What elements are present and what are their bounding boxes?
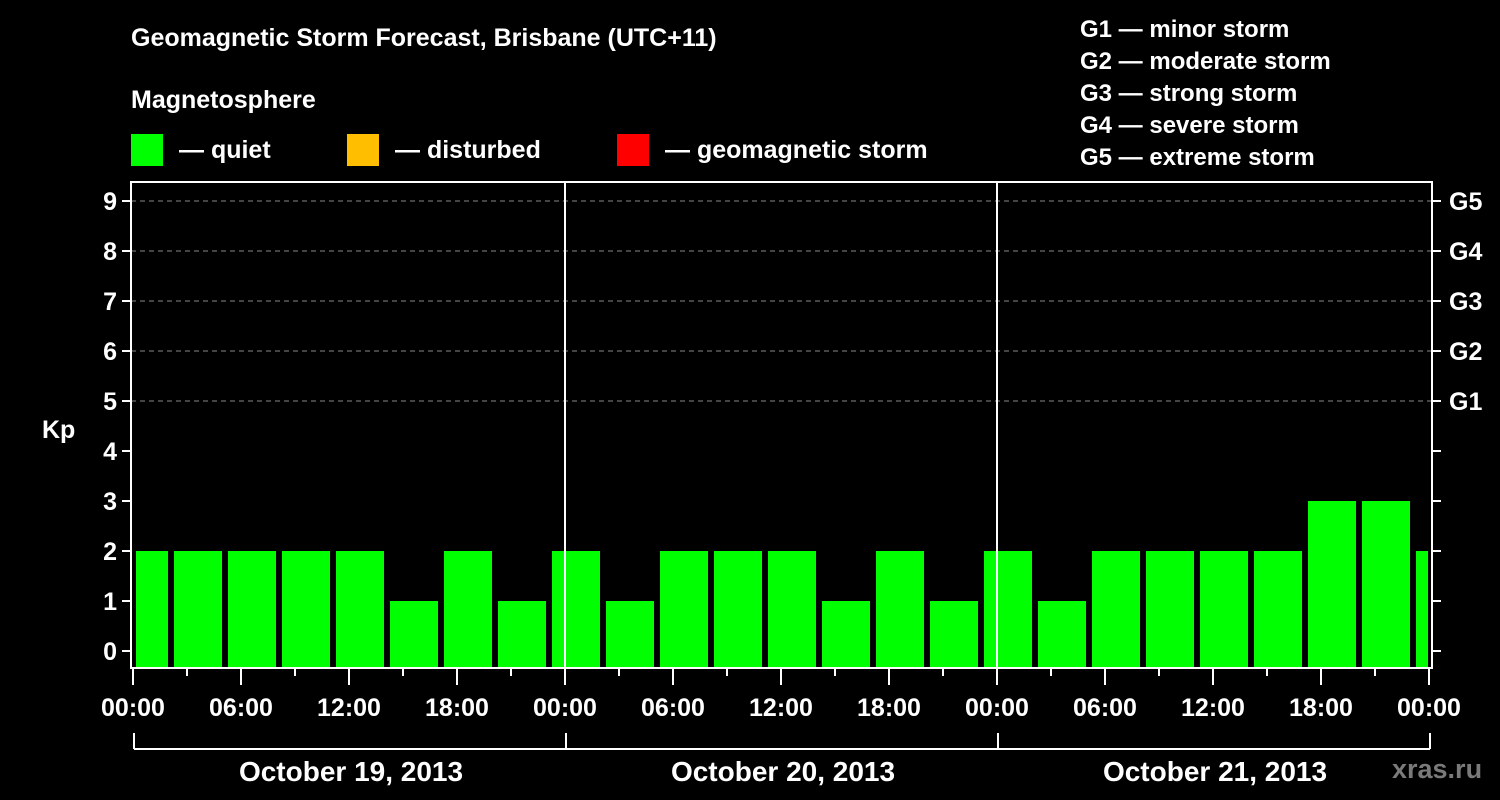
kp-bar [984, 551, 1032, 668]
kp-bar [606, 601, 654, 668]
g-level-label: G3 [1449, 288, 1482, 316]
kp-bar [930, 601, 978, 668]
x-tick-label: 12:00 [317, 694, 381, 722]
storm-swatch [617, 134, 649, 166]
kp-bar [1254, 551, 1302, 668]
kp-bar [336, 551, 384, 668]
kp-bar [1416, 551, 1428, 668]
y-tick-label: 0 [103, 638, 117, 666]
day-label: October 19, 2013 [239, 756, 463, 787]
y-tick-label: 9 [103, 188, 117, 216]
kp-bar [1362, 501, 1410, 668]
disturbed-swatch [347, 134, 379, 166]
storm-scale-g3: G3 — strong storm [1080, 80, 1298, 107]
chart-title: Geomagnetic Storm Forecast, Brisbane (UT… [131, 24, 717, 52]
x-tick-label: 00:00 [965, 694, 1029, 722]
storm-scale-g2: G2 — moderate storm [1080, 48, 1331, 75]
kp-bar [1038, 601, 1086, 668]
kp-bar [714, 551, 762, 668]
kp-bar [228, 551, 276, 668]
y-tick-label: 2 [103, 538, 117, 566]
y-tick-label: 5 [103, 388, 117, 416]
kp-bar [498, 601, 546, 668]
x-tick-label: 18:00 [1289, 694, 1353, 722]
g-level-label: G1 [1449, 388, 1482, 416]
y-tick-label: 7 [103, 288, 117, 316]
legend-label: — disturbed [395, 135, 541, 164]
x-tick-label: 18:00 [857, 694, 921, 722]
x-tick-label: 00:00 [101, 694, 165, 722]
x-tick-label: 12:00 [1181, 694, 1245, 722]
quiet-swatch [131, 134, 163, 166]
y-tick-label: 1 [103, 588, 117, 616]
x-tick-label: 06:00 [209, 694, 273, 722]
storm-scale-legend: G1 — minor storm G2 — moderate storm G3 … [1080, 14, 1331, 174]
kp-bar [1092, 551, 1140, 668]
legend-label: — quiet [179, 135, 271, 164]
kp-bar [660, 551, 708, 668]
kp-bar [552, 551, 600, 668]
x-tick-label: 00:00 [1397, 694, 1461, 722]
storm-scale-g4: G4 — severe storm [1080, 112, 1299, 139]
kp-bar [876, 551, 924, 668]
y-tick-label: 8 [103, 238, 117, 266]
day-label: October 21, 2013 [1103, 756, 1327, 787]
g-level-label: G5 [1449, 188, 1482, 216]
storm-scale-g5: G5 — extreme storm [1080, 144, 1315, 171]
kp-bar [768, 551, 816, 668]
legend-label: — geomagnetic storm [665, 135, 928, 164]
kp-bar [822, 601, 870, 668]
legend-item-quiet: — quiet [131, 134, 271, 166]
kp-bar [136, 551, 168, 668]
legend-item-disturbed: — disturbed [347, 134, 541, 166]
y-tick-label: 3 [103, 488, 117, 516]
y-tick-label: 4 [103, 438, 117, 466]
storm-scale-g1: G1 — minor storm [1080, 16, 1290, 43]
legend-item-storm: — geomagnetic storm [617, 134, 928, 166]
x-tick-label: 00:00 [533, 694, 597, 722]
x-tick-label: 18:00 [425, 694, 489, 722]
day-label: October 20, 2013 [671, 756, 895, 787]
watermark: xras.ru [1392, 754, 1483, 784]
y-axis-label: Kp [42, 416, 75, 444]
x-tick-label: 06:00 [641, 694, 705, 722]
y-tick-label: 6 [103, 338, 117, 366]
kp-bar [174, 551, 222, 668]
kp-bar [390, 601, 438, 668]
kp-bar [282, 551, 330, 668]
kp-bar [1200, 551, 1248, 668]
g-level-label: G4 [1449, 238, 1482, 266]
kp-bar [1146, 551, 1194, 668]
kp-bar [1308, 501, 1356, 668]
legend-heading: Magnetosphere [131, 86, 316, 114]
g-level-label: G2 [1449, 338, 1482, 366]
x-tick-label: 06:00 [1073, 694, 1137, 722]
x-tick-label: 12:00 [749, 694, 813, 722]
kp-bar [444, 551, 492, 668]
